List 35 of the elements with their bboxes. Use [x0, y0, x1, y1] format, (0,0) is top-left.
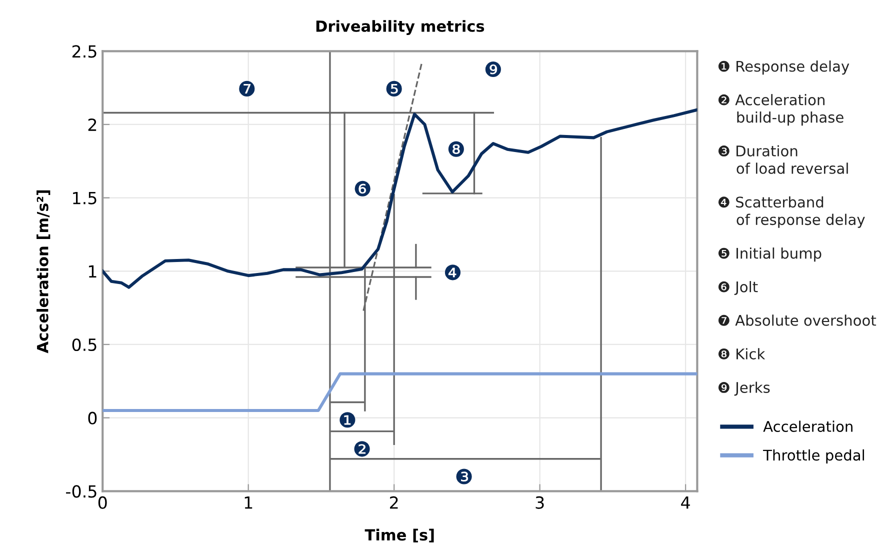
text: ❶ Response delay	[718, 60, 850, 75]
text: ❺ Initial bump	[718, 248, 822, 262]
annotation: ❺	[386, 80, 402, 96]
chart-title: Driveability metrics	[316, 20, 484, 35]
text: ❾ Jerks	[718, 382, 770, 396]
text: ❸ Duration of load reversal	[718, 145, 848, 174]
x-tick-label: 4	[681, 496, 690, 509]
annotation: ❾	[485, 61, 501, 78]
x-axis-title: Time [s]	[364, 528, 434, 542]
x-tick-label: 2	[390, 496, 398, 509]
legend-label: Acceleration	[763, 420, 852, 432]
x-tick-label: 1	[244, 496, 252, 509]
text: ❷ Acceleration build-up phase	[718, 94, 844, 126]
x-tick-label: 0	[98, 496, 107, 509]
text: ❼ Absolute overshoot	[718, 314, 876, 326]
y-tick-label: 2.5	[72, 45, 96, 58]
legend-label: Throttle pedal	[763, 449, 864, 464]
y-axis-title: Acceleration [m/s²]	[36, 190, 50, 354]
annotation: ❽	[448, 141, 464, 157]
text: ❻ Jolt	[718, 281, 758, 296]
annotation: ❶	[340, 412, 356, 428]
y-tick-label: -0.5	[66, 485, 96, 498]
y-tick-label: 0	[88, 412, 97, 424]
y-tick-label: 0.5	[72, 338, 96, 352]
x-tick-label: 3	[536, 496, 544, 509]
annotation: ❷	[354, 441, 370, 457]
annotation: ❼	[239, 80, 255, 96]
annotation: ❸	[456, 468, 472, 484]
text: ❽ Kick	[718, 348, 766, 360]
text: ❹ Scatterband of response delay	[718, 196, 865, 228]
y-tick-label: 2	[88, 118, 96, 131]
y-tick-label: 1	[88, 265, 96, 278]
annotation: ❹	[444, 264, 461, 280]
y-tick-label: 1.5	[73, 192, 96, 204]
annotation: ❻	[354, 180, 370, 196]
